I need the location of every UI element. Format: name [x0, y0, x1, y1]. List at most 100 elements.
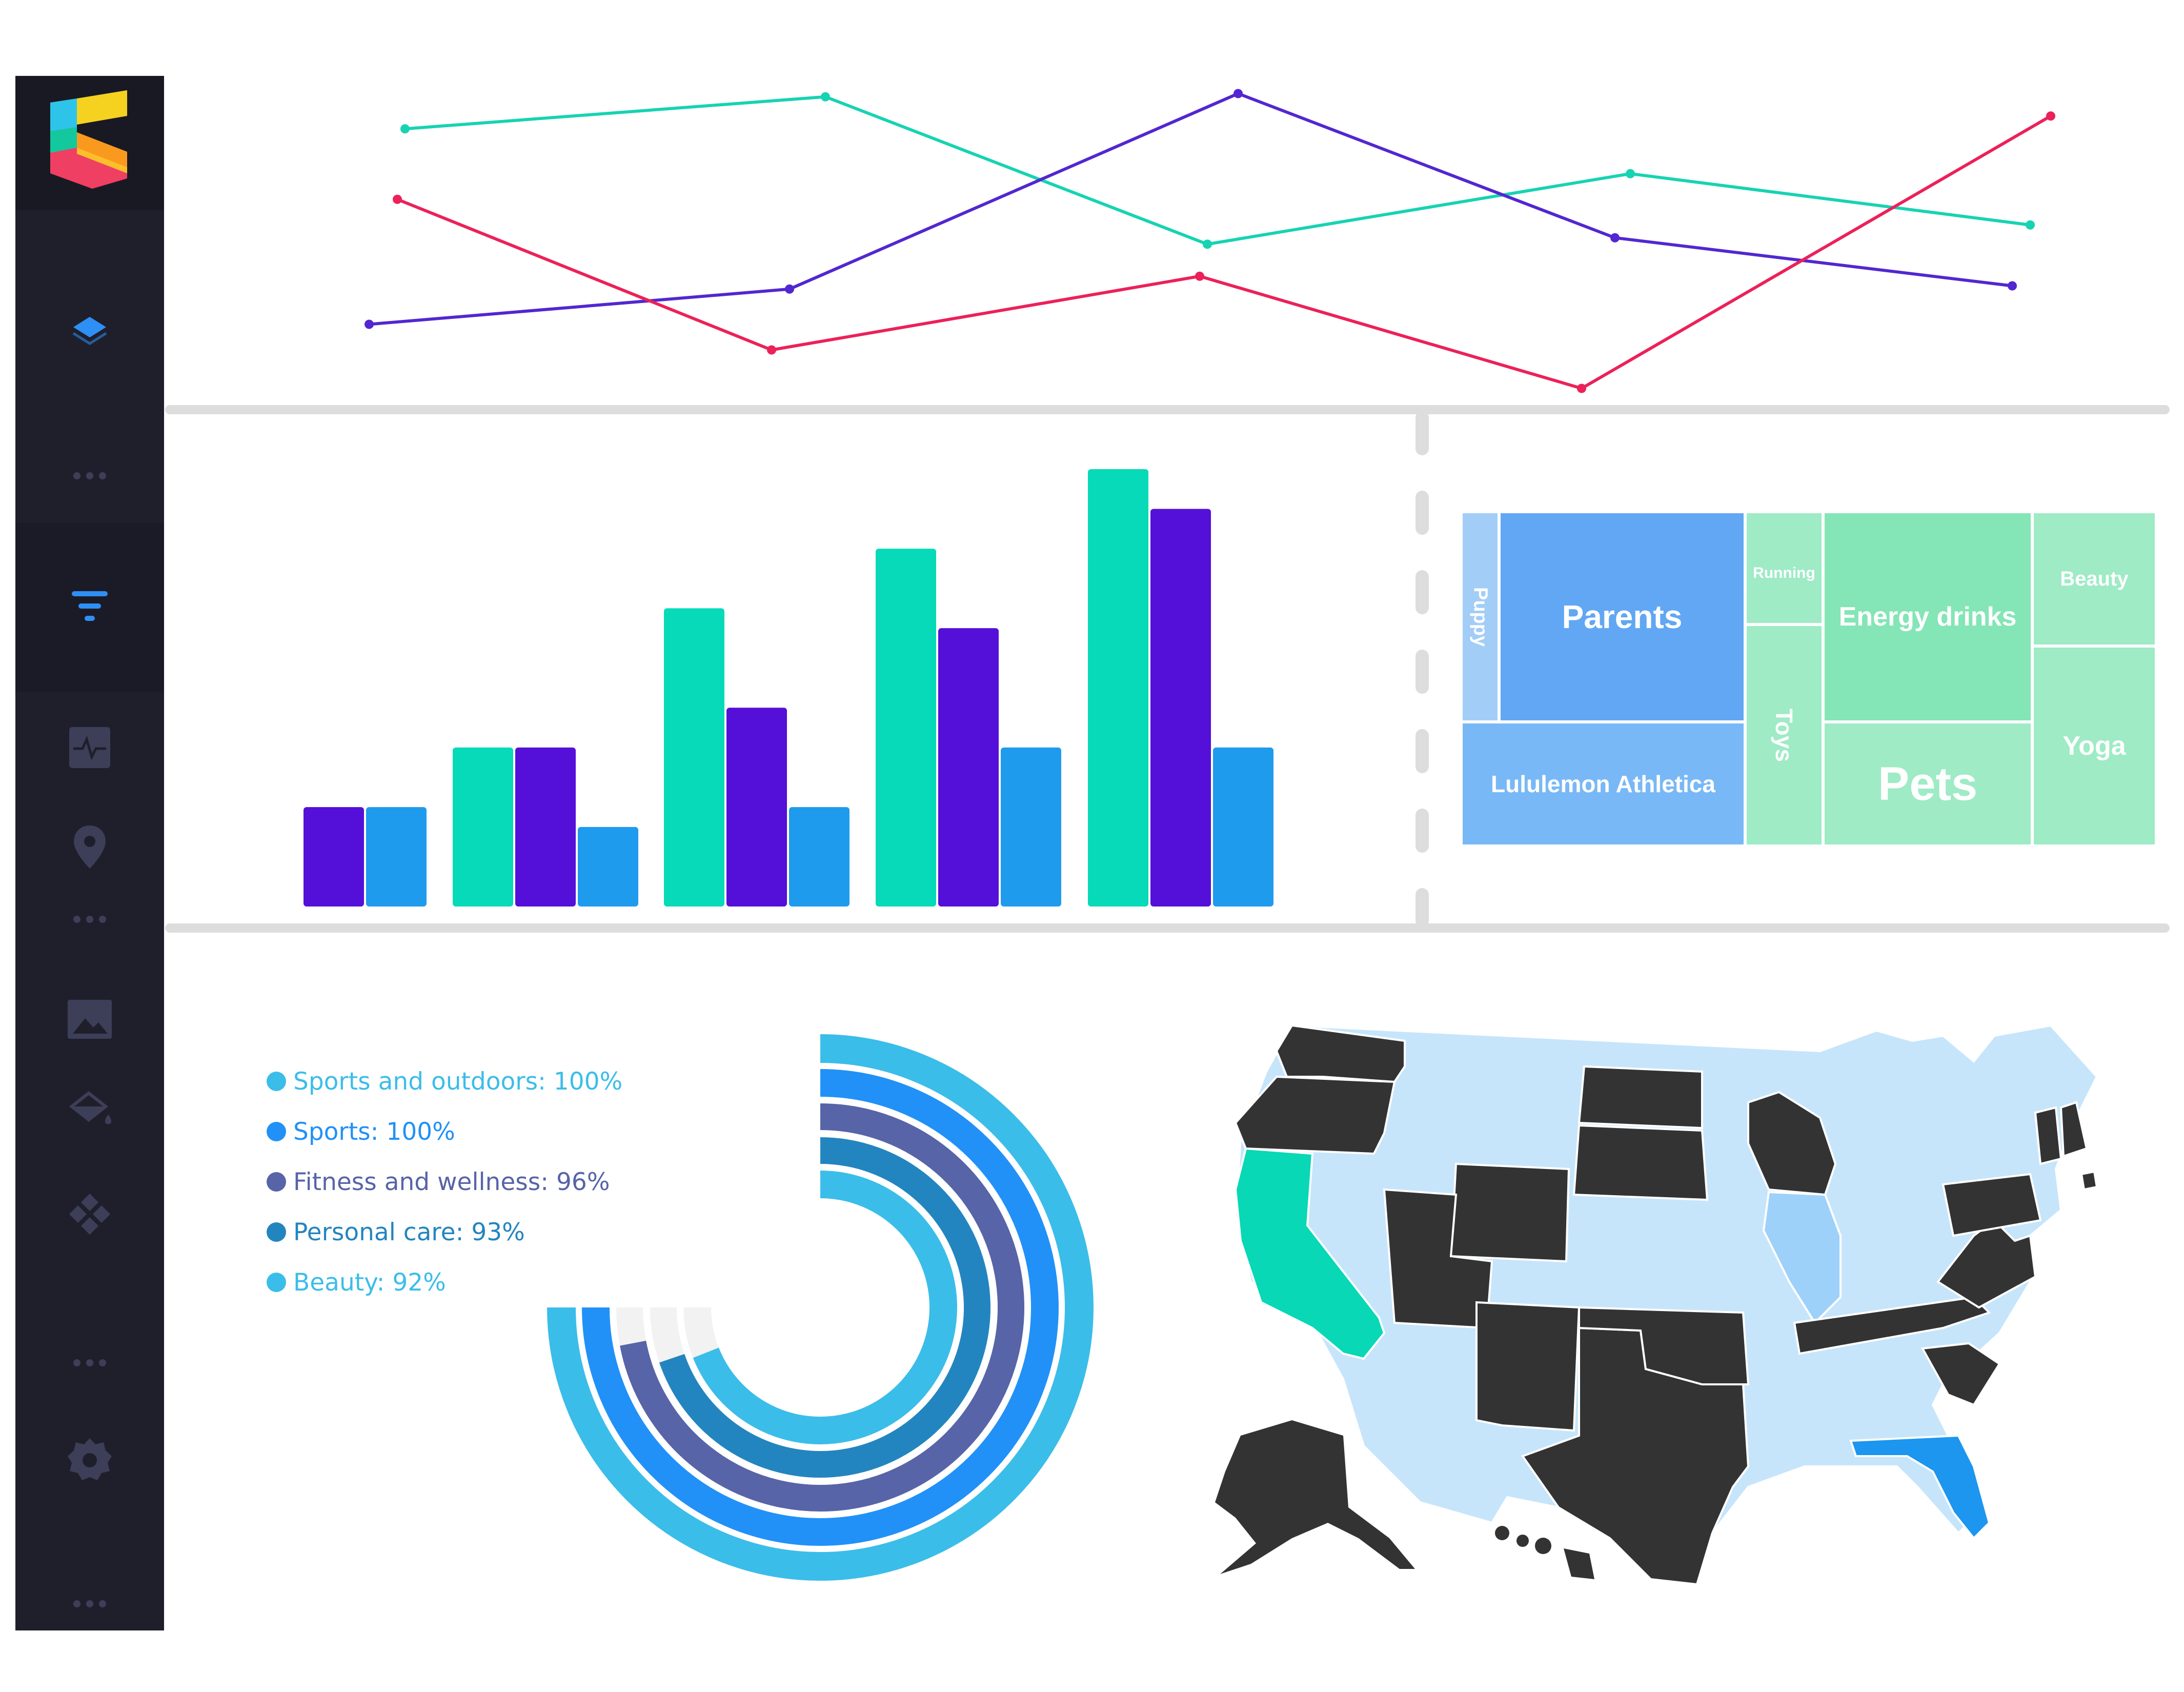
treemap-cell-parents[interactable]: Parents [1499, 512, 1745, 722]
legend-item-personal-care[interactable]: Personal care: 93% [267, 1207, 622, 1257]
nav-filter[interactable] [15, 568, 164, 645]
nav-fill[interactable] [15, 1081, 164, 1142]
line-point[interactable] [1610, 233, 1620, 243]
nav-settings[interactable] [15, 1427, 164, 1494]
nav-more-3[interactable] [15, 1342, 164, 1383]
vertical-dashed-divider [1415, 413, 1429, 925]
legend-item-sports[interactable]: Sports: 100% [267, 1106, 622, 1157]
bar-s2-g2[interactable] [789, 807, 850, 907]
line-point[interactable] [400, 124, 410, 134]
radial-track-3 [650, 1307, 685, 1363]
state-illinois[interactable] [1762, 1191, 1842, 1325]
nav-image[interactable] [15, 989, 164, 1050]
state-pennsylvania[interactable] [1942, 1173, 2042, 1237]
state-rhode-island[interactable] [2080, 1170, 2098, 1191]
bar-s2-g1[interactable] [578, 827, 638, 907]
state-california[interactable] [1234, 1147, 1386, 1360]
treemap-cell-yoga[interactable]: Yoga [2032, 646, 2156, 846]
bar-s2-g0[interactable] [366, 807, 427, 907]
radial-bar-4[interactable] [693, 1171, 957, 1444]
legend-dot [267, 1122, 286, 1141]
radial-bar-3[interactable] [659, 1137, 990, 1478]
state-vermont[interactable] [2034, 1106, 2062, 1165]
bar-s2-g3[interactable] [1001, 747, 1061, 907]
line-point[interactable] [1195, 271, 1204, 281]
state-virginia[interactable] [1936, 1219, 2037, 1309]
bar-s0-g3[interactable] [876, 549, 936, 907]
more-icon [73, 472, 106, 479]
line-point[interactable] [1626, 169, 1635, 178]
treemap-cell-pets[interactable]: Pets [1823, 722, 2032, 846]
bar-s2-g4[interactable] [1213, 747, 1273, 907]
bar-s1-g3[interactable] [938, 628, 999, 907]
middle-section-divider [165, 923, 2170, 933]
treemap-cell-lululemon[interactable]: Lululemon Athletica [1461, 722, 1745, 846]
radial-bar-2[interactable] [620, 1103, 1024, 1512]
nav-location[interactable] [15, 819, 164, 876]
nav-more-1[interactable] [15, 455, 164, 496]
line-point[interactable] [2008, 281, 2017, 291]
nav-components[interactable] [15, 1183, 164, 1245]
state-oregon[interactable] [1234, 1075, 1396, 1155]
state-oklahoma[interactable] [1578, 1306, 1750, 1385]
legend-item-beauty[interactable]: Beauty: 92% [267, 1257, 622, 1307]
state-hawaii[interactable] [1495, 1526, 1594, 1579]
legend-label: Sports: 100% [293, 1117, 455, 1146]
line-point[interactable] [767, 345, 776, 355]
line-point[interactable] [821, 92, 830, 102]
paint-bucket-icon [69, 1091, 111, 1124]
legend-item-sports-outdoors[interactable]: Sports and outdoors: 100% [267, 1056, 622, 1106]
line-point[interactable] [393, 194, 402, 204]
state-new-mexico[interactable] [1475, 1301, 1581, 1432]
line-point[interactable] [2046, 111, 2055, 121]
filter-icon [72, 591, 108, 621]
radial-chart-legend: Sports and outdoors: 100% Sports: 100% F… [267, 1056, 622, 1307]
state-alaska[interactable] [1215, 1420, 1415, 1574]
line-point[interactable] [1577, 384, 1586, 393]
treemap-cell-toys[interactable]: Toys [1745, 625, 1823, 846]
location-pin-icon [74, 825, 106, 869]
state-south-carolina[interactable] [1920, 1342, 2001, 1406]
state-wisconsin[interactable] [1747, 1091, 1837, 1196]
state-new-hampshire[interactable] [2059, 1101, 2088, 1158]
bar-s1-g2[interactable] [726, 708, 787, 907]
line-point[interactable] [785, 284, 794, 294]
components-icon [69, 1194, 110, 1235]
line-chart [365, 89, 2055, 393]
app-logo [50, 90, 127, 189]
treemap-cell-running[interactable]: Running [1745, 512, 1823, 625]
bar-s1-g0[interactable] [304, 807, 364, 907]
state-utah[interactable] [1383, 1188, 1493, 1330]
legend-label: Beauty: 92% [293, 1268, 446, 1297]
nav-layers[interactable] [15, 301, 164, 363]
us-choropleth-map [1215, 1024, 2098, 1586]
line-point[interactable] [365, 319, 374, 329]
state-wyoming[interactable] [1449, 1162, 1570, 1263]
treemap-cell-beauty[interactable]: Beauty [2032, 512, 2156, 646]
bar-s0-g4[interactable] [1088, 469, 1148, 907]
nav-activity[interactable] [15, 722, 164, 773]
settings-gear-icon [68, 1438, 112, 1480]
legend-item-fitness-wellness[interactable]: Fitness and wellness: 96% [267, 1157, 622, 1207]
nav-more-4[interactable] [15, 1583, 164, 1624]
bar-s1-g1[interactable] [515, 747, 576, 907]
radial-bar-1[interactable] [582, 1069, 1059, 1546]
nav-more-2[interactable] [15, 899, 164, 940]
line-point[interactable] [1233, 89, 1243, 98]
state-tennessee[interactable] [1793, 1296, 1991, 1355]
sidebar [15, 76, 164, 1630]
legend-label: Fitness and wellness: 96% [293, 1167, 610, 1196]
state-south-dakota[interactable] [1572, 1124, 1709, 1201]
treemap-cell-puppy[interactable]: Puppy [1461, 512, 1499, 722]
radial-bar-0[interactable] [547, 1034, 1094, 1581]
line-point[interactable] [2026, 220, 2035, 230]
state-north-dakota[interactable] [1578, 1065, 1703, 1130]
line-point[interactable] [1203, 239, 1212, 249]
treemap-cell-energy-drinks[interactable]: Energy drinks [1823, 512, 2032, 722]
bar-s0-g2[interactable] [664, 608, 724, 907]
legend-dot [267, 1172, 286, 1192]
bar-s1-g4[interactable] [1150, 509, 1211, 907]
state-florida[interactable] [1849, 1434, 1991, 1540]
logo-box[interactable] [15, 76, 164, 210]
bar-s0-g1[interactable] [453, 747, 513, 907]
